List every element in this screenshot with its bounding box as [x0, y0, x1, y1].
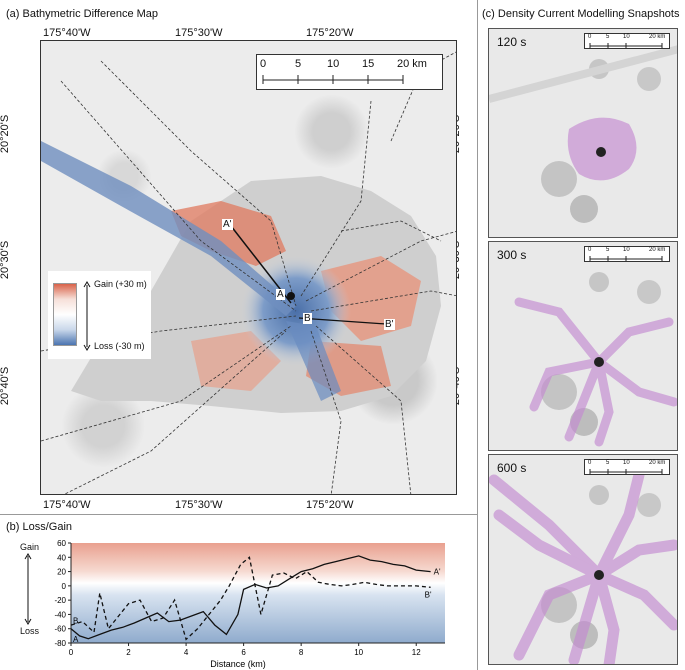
series-b-line [70, 556, 431, 641]
panel-b-title: Loss/Gain [22, 521, 73, 533]
x-axis-title: Distance (km) [210, 659, 266, 669]
x-tick-label: 2 [126, 648, 131, 657]
legend-gain: Gain (+30 m) [94, 279, 147, 289]
s2-scale-5: 5 [606, 247, 610, 253]
panel-a-title: Bathymetric Difference Map [22, 8, 159, 20]
series-a-end-label: A' [434, 568, 441, 577]
snapshot-120s-map [489, 45, 677, 223]
bathymetric-difference-map: A' A B B' 0 5 10 15 20 km Gain (+30 m) L… [40, 40, 457, 495]
vent-marker [287, 292, 295, 300]
bottom-tick-1: 175°40'W [43, 499, 91, 511]
map-scale-bar: 0 5 10 15 20 km [256, 54, 443, 90]
snapshot-120s: 120 s 0 5 10 20 km [488, 28, 678, 238]
y-tick-label: 0 [62, 582, 67, 591]
map-legend: Gain (+30 m) Loss (-30 m) [48, 271, 151, 359]
legend-loss: Loss (-30 m) [94, 341, 145, 351]
snapshot-300s-time: 300 s [497, 248, 527, 262]
scale-bar-svg [262, 75, 404, 84]
scale-0: 0 [260, 58, 267, 70]
series-b-end-label: B' [425, 590, 432, 599]
top-tick-2: 175°30'W [175, 27, 223, 39]
gain-loss-arrow [24, 553, 32, 625]
x-tick-label: 8 [299, 648, 304, 657]
snapshot-300s-scale: 0 5 10 20 km [584, 246, 670, 262]
profile-plot-area [71, 543, 445, 643]
s3-scale-20: 20 km [649, 460, 666, 466]
s1-scale-10: 10 [623, 34, 630, 40]
panel-b-label: (b) [6, 521, 20, 533]
x-tick-label: 12 [412, 648, 421, 657]
s1-scale-5: 5 [606, 34, 610, 40]
snapshot-300s: 300 s 0 5 10 20 km [488, 241, 678, 451]
y-tick-label: -20 [54, 596, 66, 605]
gain-zone-northwest [171, 201, 286, 266]
y-tick-label: 60 [57, 539, 66, 548]
snapshot-300s-map [514, 272, 677, 447]
s2-scale-20: 20 km [649, 247, 666, 253]
y-tick-label: 40 [57, 553, 66, 562]
bottom-tick-2: 175°30'W [175, 499, 223, 511]
series-a-line [70, 555, 431, 640]
left-tick-3: 20°40'S [0, 366, 12, 406]
x-tick-label: 6 [241, 648, 246, 657]
snapshot-600s-scale: 0 5 10 20 km [584, 459, 670, 475]
s1-scale-20: 20 km [649, 34, 666, 40]
legend-arrow [83, 281, 91, 351]
label-a: A [276, 289, 285, 300]
scale-5: 5 [295, 58, 302, 70]
y-tick-label: -80 [54, 639, 66, 648]
scale-20-km: 20 km [397, 58, 427, 70]
legend-colorbar [53, 283, 77, 346]
vent-300s [594, 357, 604, 367]
x-tick-label: 4 [184, 648, 189, 657]
series-a-start-label: A [73, 635, 79, 644]
scale-10: 10 [327, 58, 340, 70]
panel-a-label: (a) [6, 8, 20, 20]
left-tick-1: 20°20'S [0, 114, 12, 154]
vent-600s [594, 570, 604, 580]
label-b: B [303, 313, 312, 324]
panel-c-heading: (c) Density Current Modelling Snapshots [482, 8, 679, 20]
profile-line-b [298, 317, 387, 325]
x-tick-label: 10 [354, 648, 363, 657]
loss-channel-northwest [41, 141, 296, 316]
horizontal-divider [0, 514, 477, 515]
x-tick-label: 0 [69, 648, 74, 657]
density-current-300s [514, 297, 677, 447]
s3-scale-10: 10 [623, 460, 630, 466]
s3-scale-5: 5 [606, 460, 610, 466]
s2-scale-0: 0 [588, 247, 592, 253]
vertical-divider [477, 0, 478, 670]
snapshot-600s-map [489, 469, 677, 664]
bottom-tick-3: 175°20'W [306, 499, 354, 511]
series-b-start-label: B [73, 617, 78, 626]
snapshot-120s-scale: 0 5 10 20 km [584, 33, 670, 49]
y-tick-label: -40 [54, 610, 66, 619]
scale-15: 15 [362, 58, 375, 70]
panel-c-title: Density Current Modelling Snapshots [497, 8, 680, 20]
s2-scale-10: 10 [623, 247, 630, 253]
gain-label: Gain [20, 542, 40, 552]
difference-map-svg [41, 51, 456, 494]
left-tick-2: 20°30'S [0, 240, 12, 280]
panel-a-heading: (a) Bathymetric Difference Map [6, 8, 158, 20]
vent-120s [596, 147, 606, 157]
snapshot-120s-time: 120 s [497, 35, 527, 49]
panel-b-heading: (b) Loss/Gain [6, 521, 72, 533]
label-a-prime: A' [222, 219, 233, 230]
label-b-prime: B' [384, 319, 395, 330]
s3-scale-0: 0 [588, 460, 592, 466]
snapshot-600s: 600 s 0 5 10 20 km [488, 454, 678, 665]
snapshot-600s-time: 600 s [497, 461, 527, 475]
loss-label: Loss [20, 626, 40, 636]
top-tick-1: 175°40'W [43, 27, 91, 39]
s1-scale-0: 0 [588, 34, 592, 40]
y-tick-label: -60 [54, 625, 66, 634]
panel-c-label: (c) [482, 8, 495, 20]
y-tick-label: 20 [57, 568, 66, 577]
density-current-600s [489, 469, 677, 664]
top-tick-3: 175°20'W [306, 27, 354, 39]
